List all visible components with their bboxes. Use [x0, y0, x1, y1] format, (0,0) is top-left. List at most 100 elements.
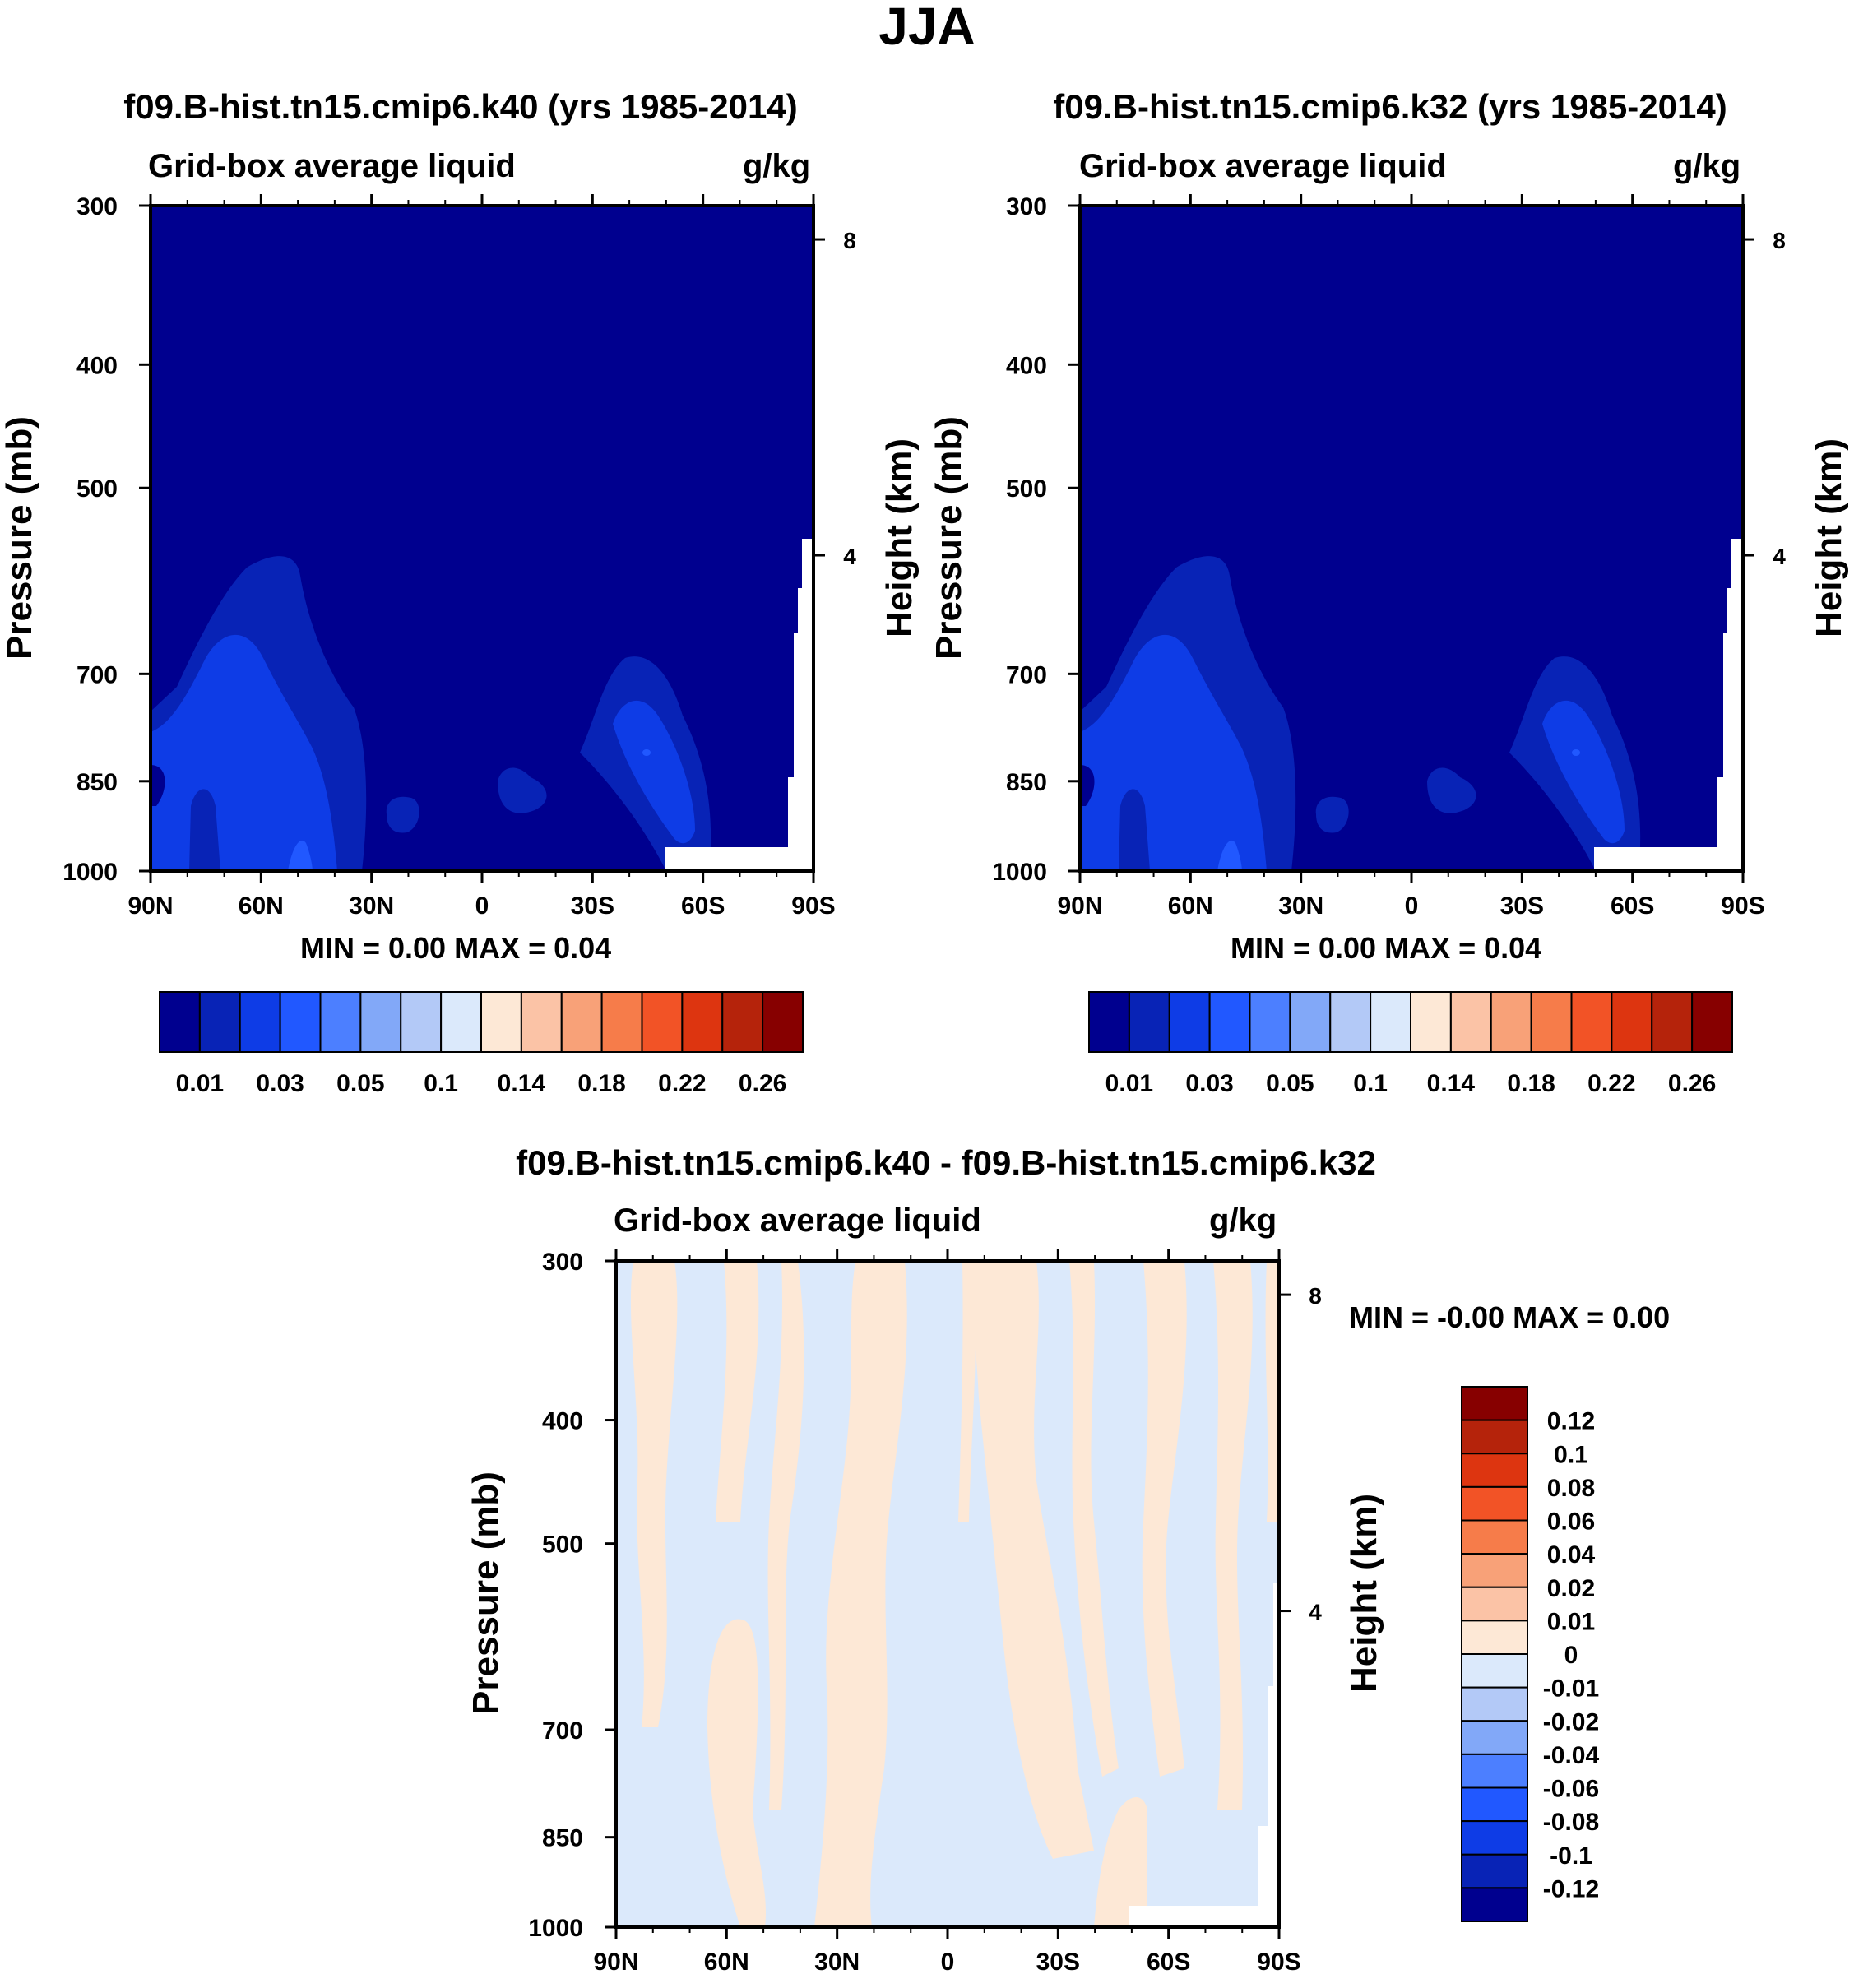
panel2-eq-blob1 — [1315, 796, 1349, 833]
panel1-ytick-label: 850 — [76, 769, 118, 796]
panel2-colorbar-box — [1289, 991, 1332, 1053]
panel1-colorbar-box — [159, 991, 201, 1053]
panel2-xtick-label: 60S — [1611, 892, 1654, 920]
panel1-ytick-right-label: 4 — [843, 544, 856, 569]
panel2-colorbar-label: 0.03 — [1185, 1070, 1233, 1097]
panel1-sh-mid — [613, 700, 695, 844]
panel3-colorbar-label: 0.02 — [1547, 1575, 1595, 1602]
panel1-colorbar-label: 0.05 — [336, 1070, 384, 1097]
panel3-colorbar-label: 0.12 — [1547, 1408, 1595, 1435]
panel3-colorbar-box — [1461, 1653, 1528, 1689]
panel3-ylabel-right: Height (km) — [1344, 1494, 1384, 1693]
panel3-colorbar-label: -0.04 — [1543, 1742, 1600, 1769]
panel2-ytick-label: 500 — [1006, 475, 1047, 503]
panel1-subtitle: Grid-box average liquid — [148, 148, 516, 184]
panel1-colorbar-box — [641, 991, 684, 1053]
panel3-colorbar-label: 0.06 — [1547, 1508, 1595, 1536]
panel2-xtick-label: 60N — [1168, 892, 1213, 920]
panel1-colorbar-box — [198, 991, 241, 1053]
figure-title: JJA — [878, 0, 976, 56]
panel2-colorbar-box — [1651, 991, 1694, 1053]
panel1-colorbar-box — [560, 991, 603, 1053]
panel1-colorbar-box — [721, 991, 764, 1053]
panel1-nh-inner — [288, 840, 313, 871]
panel3-colorbar-box — [1461, 1753, 1528, 1789]
panel1-xtick-label: 30S — [571, 892, 614, 920]
panel2-colorbar-box — [1449, 991, 1492, 1053]
panel3-field — [616, 1261, 1279, 1927]
diff-patch-6 — [1094, 1797, 1147, 1927]
panel3-ytick-label: 500 — [542, 1532, 583, 1559]
panel3-ytick-label: 700 — [542, 1717, 583, 1745]
panel2-colorbar-label: 0.05 — [1266, 1070, 1314, 1097]
panel3-missing-region — [1129, 1583, 1279, 1927]
panel3-colorbar: 0.12 0.1 0.08 0.06 0.04 0.02 0.01 0 -0.01 -0.02 -0… — [1461, 1386, 1600, 1922]
panel3-xtick-label: 90N — [593, 1949, 638, 1976]
diff-patch-7 — [1142, 1261, 1187, 1777]
panel3-colorbar-box — [1461, 1419, 1528, 1455]
panel1-colorbar-box — [239, 991, 281, 1053]
panel2-colorbar-box — [1208, 991, 1251, 1053]
panel2-sh-mid — [1542, 700, 1625, 844]
panel2-colorbar-label: 0.1 — [1353, 1070, 1388, 1097]
panel1-ylabel: Pressure (mb) — [0, 416, 39, 660]
panel3-colorbar-box — [1461, 1620, 1528, 1655]
panel3-ytick-label: 400 — [542, 1408, 583, 1435]
panel3-colorbar-box — [1461, 1485, 1528, 1522]
panel1-colorbar-box — [400, 991, 443, 1053]
panel3-xtick-label: 60S — [1147, 1949, 1190, 1976]
panel2-ylabel: Pressure (mb) — [929, 416, 969, 660]
panel1-ytick-label: 400 — [76, 352, 118, 379]
panel1-xtick-label: 0 — [475, 892, 489, 920]
panel3-colorbar-box — [1461, 1519, 1528, 1555]
panel3-colorbar-label: 0 — [1564, 1642, 1578, 1669]
panel2-colorbar-box — [1128, 991, 1170, 1053]
panel2-subtitle: Grid-box average liquid — [1079, 148, 1447, 184]
diff-patch-3 — [707, 1619, 767, 1927]
panel3-xtick-label: 30N — [814, 1949, 860, 1976]
panel2-ytick-label: 1000 — [992, 859, 1047, 886]
panel3-ytick-label: 850 — [542, 1825, 583, 1852]
panel1-colorbar-label: 0.1 — [424, 1070, 458, 1097]
panel1-ylabel-right: Height (km) — [879, 438, 920, 637]
diff-patch-1 — [630, 1261, 678, 1727]
panel3-colorbar-box — [1461, 1720, 1528, 1755]
panel3-colorbar-label: -0.1 — [1550, 1842, 1592, 1870]
panel1-ytick-label: 500 — [76, 475, 118, 503]
panel3-colorbar-label: -0.08 — [1543, 1809, 1599, 1836]
panel1-colorbar-box — [279, 991, 322, 1053]
panel2-ytick-label: 300 — [1006, 193, 1047, 220]
panel3-title: f09.B-hist.tn15.cmip6.k40 - f09.B-hist.t… — [516, 1143, 1376, 1182]
panel3-colorbar-box — [1461, 1553, 1528, 1588]
panel1-eq-blob2 — [498, 767, 547, 813]
panel2-nh-inner — [1217, 840, 1242, 871]
panel3-colorbar-label: -0.01 — [1543, 1675, 1599, 1703]
panel1-colorbar-label: 0.22 — [658, 1070, 706, 1097]
panel3-xtick-label: 30S — [1036, 1949, 1080, 1976]
diff-patch-2 — [716, 1261, 759, 1522]
panel1-field — [151, 206, 813, 871]
panel1-colorbar-box — [440, 991, 482, 1053]
panel3-ytick-label: 300 — [542, 1249, 583, 1276]
panel2-xtick-label: 90S — [1721, 892, 1764, 920]
panel1-colorbar-box — [600, 991, 643, 1053]
panel2-ytick-right-label: 4 — [1773, 544, 1786, 569]
panel2-colorbar-label: 0.01 — [1105, 1070, 1153, 1097]
panel2-colorbar-box — [1570, 991, 1613, 1053]
panel2-colorbar-label: 0.26 — [1668, 1070, 1716, 1097]
panel3-colorbar-label: -0.02 — [1543, 1708, 1599, 1735]
panel3-colorbar-label: 0.01 — [1547, 1608, 1595, 1635]
panel1-xtick-label: 30N — [349, 892, 394, 920]
panel1-ytick-label: 700 — [76, 661, 118, 688]
panel3-minmax: MIN = -0.00 MAX = 0.00 — [1349, 1300, 1671, 1334]
panel1-colorbar-box — [681, 991, 724, 1053]
panel2-colorbar-box — [1490, 991, 1532, 1053]
panel3-ytick-right-label: 4 — [1309, 1600, 1322, 1625]
panel2-colorbar-box — [1530, 991, 1573, 1053]
panel2-colorbar-box — [1249, 991, 1291, 1053]
panel2-colorbar-label: 0.18 — [1507, 1070, 1555, 1097]
panel3-xtick-label: 60N — [704, 1949, 749, 1976]
panel3-ytick-right-label: 8 — [1309, 1283, 1322, 1309]
panel2-ytick-label: 700 — [1006, 661, 1047, 688]
panel3-colorbar-box — [1461, 1853, 1528, 1889]
